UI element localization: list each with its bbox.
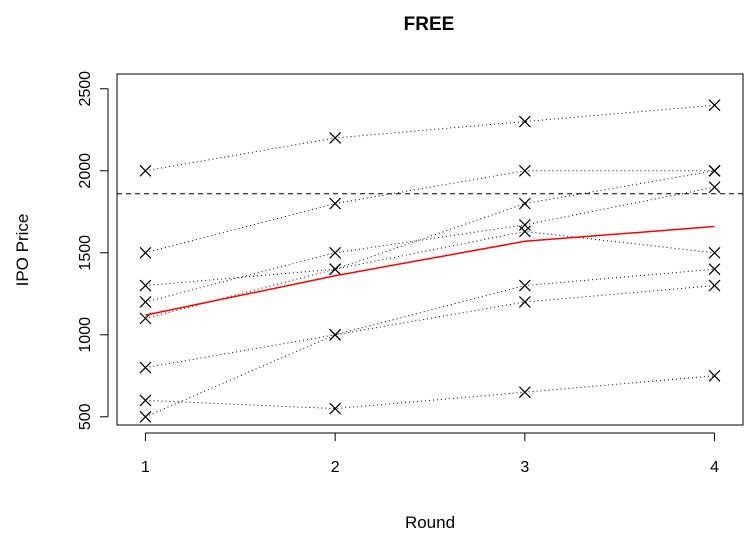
data-point <box>329 402 342 415</box>
data-point <box>518 279 531 292</box>
data-point <box>329 263 342 276</box>
series-5 <box>139 225 721 325</box>
x-axis: 1 2 3 4 <box>141 432 719 476</box>
x-axis-label: Round <box>405 513 455 532</box>
y-tick-label: 500 <box>77 403 94 430</box>
y-tick-label: 2000 <box>77 153 94 189</box>
data-point <box>139 279 152 292</box>
series-layer <box>117 99 743 423</box>
data-point <box>708 369 721 382</box>
y-axis-label: IPO Price <box>13 214 32 287</box>
data-point <box>518 218 531 231</box>
data-point <box>139 164 152 177</box>
data-point <box>708 99 721 112</box>
data-point <box>139 410 152 423</box>
data-point <box>329 132 342 144</box>
data-point <box>518 296 531 308</box>
data-point <box>518 164 531 177</box>
data-point <box>708 246 721 259</box>
series-8 <box>139 369 721 415</box>
y-tick-label: 1000 <box>77 317 94 353</box>
series-line <box>145 225 715 316</box>
data-point <box>139 361 152 374</box>
x-tick-label: 4 <box>710 459 719 476</box>
data-point <box>518 225 531 238</box>
series-line <box>145 268 715 369</box>
series-9 <box>145 225 715 316</box>
series-2 <box>139 164 721 259</box>
series-line <box>145 285 715 418</box>
data-point <box>708 279 721 292</box>
series-line <box>145 230 715 319</box>
series-7 <box>139 279 721 423</box>
data-point <box>139 296 152 308</box>
data-point <box>329 197 342 210</box>
data-point <box>518 197 531 210</box>
data-point <box>139 246 152 259</box>
series-4 <box>139 181 721 308</box>
data-point <box>708 164 721 177</box>
data-point <box>329 246 342 259</box>
data-point <box>139 394 152 407</box>
series-line <box>145 104 715 172</box>
x-tick-label: 3 <box>520 459 529 476</box>
data-point <box>518 115 531 128</box>
data-point <box>708 263 721 276</box>
data-point <box>708 181 721 194</box>
y-tick-label: 2500 <box>77 71 94 107</box>
data-point <box>518 386 531 399</box>
series-line <box>145 170 715 254</box>
x-tick-label: 1 <box>141 459 150 476</box>
x-tick-label: 2 <box>331 459 340 476</box>
series-1 <box>139 99 721 177</box>
series-3 <box>139 164 721 292</box>
chart-title: FREE <box>404 14 455 35</box>
data-point <box>329 328 342 341</box>
y-axis: 500 1000 1500 2000 2500 <box>77 71 109 430</box>
series-6 <box>139 263 721 374</box>
series-line <box>145 170 715 287</box>
plot-frame <box>116 73 744 426</box>
y-tick-label: 1500 <box>77 235 94 271</box>
series-line <box>145 186 715 303</box>
series-line <box>145 375 715 410</box>
